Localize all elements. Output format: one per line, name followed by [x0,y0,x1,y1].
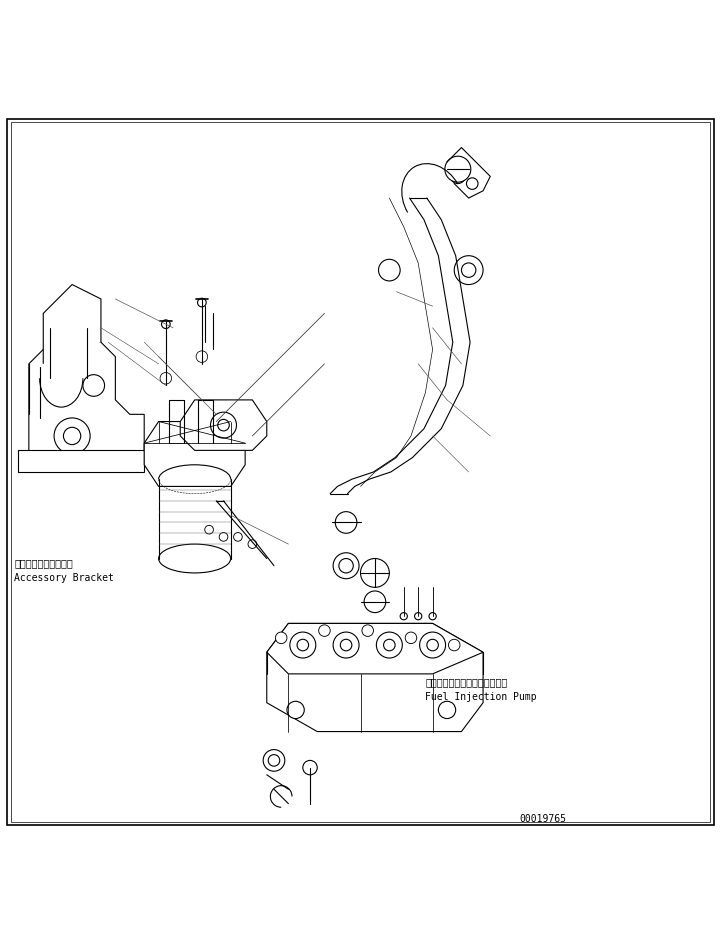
Circle shape [448,639,460,650]
Circle shape [333,632,359,658]
Circle shape [160,373,172,384]
Circle shape [198,298,206,307]
Circle shape [466,177,478,190]
Circle shape [248,540,257,548]
Circle shape [319,625,330,636]
Text: フェルインジェクションポンプ: フェルインジェクションポンプ [425,678,508,687]
Circle shape [219,532,228,541]
Circle shape [405,632,417,644]
Circle shape [340,639,352,650]
Circle shape [275,632,287,644]
Circle shape [211,413,236,438]
Circle shape [445,156,471,182]
Text: Accessory Bracket: Accessory Bracket [14,573,115,583]
Polygon shape [267,623,483,674]
Circle shape [83,375,105,396]
Circle shape [379,260,400,281]
Circle shape [63,428,81,445]
Circle shape [297,639,309,650]
Circle shape [429,613,436,620]
Circle shape [427,639,438,650]
Circle shape [268,754,280,767]
Polygon shape [180,400,267,450]
Polygon shape [29,343,144,472]
Circle shape [364,591,386,613]
Circle shape [438,701,456,718]
Polygon shape [144,422,245,486]
Circle shape [362,625,373,636]
Circle shape [400,613,407,620]
Circle shape [451,169,465,183]
Circle shape [333,553,359,579]
Circle shape [287,701,304,718]
Circle shape [335,512,357,533]
Text: 00019765: 00019765 [519,814,566,824]
Circle shape [290,632,316,658]
Circle shape [454,256,483,284]
Polygon shape [18,450,144,472]
Polygon shape [43,284,101,363]
Text: Fuel Injection Pump: Fuel Injection Pump [425,692,537,702]
Circle shape [196,351,208,362]
Circle shape [205,526,213,534]
Circle shape [339,559,353,573]
Circle shape [376,632,402,658]
Circle shape [303,761,317,775]
Circle shape [461,263,476,278]
Circle shape [415,613,422,620]
Circle shape [420,632,446,658]
Circle shape [360,559,389,587]
Text: アクセサリブラケット: アクセサリブラケット [14,559,73,568]
Circle shape [218,419,229,430]
Circle shape [263,750,285,771]
Circle shape [162,320,170,329]
Circle shape [234,532,242,541]
Circle shape [54,418,90,454]
Circle shape [384,639,395,650]
Polygon shape [267,623,483,732]
